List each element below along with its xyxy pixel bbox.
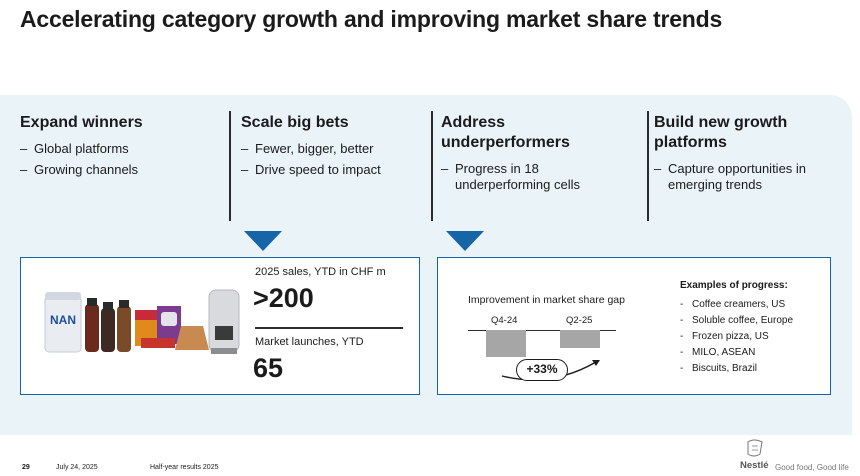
underperformers-box: Improvement in market share gap Q4-24 Q2… (437, 257, 831, 395)
arrow-down-icon (446, 231, 484, 251)
list-item: - Soluble coffee, Europe (680, 315, 794, 326)
big-bets-box: NAN 2025 sales, YTD in CHF m >200 Market… (20, 257, 420, 395)
list-item: - Biscuits, Brazil (680, 363, 758, 374)
tick-label-q2-25: Q2-25 (566, 315, 593, 326)
column-heading: Address underperformers (441, 114, 570, 151)
list-item: - Coffee creamers, US (680, 299, 786, 310)
column-build-new-growth: Build new growth platforms – Capture oppo… (654, 113, 834, 198)
page-title: Accelerating category growth and improvi… (20, 6, 723, 32)
bar-q2-25 (560, 330, 600, 348)
column-heading: Build new growth platforms (654, 114, 788, 151)
tick-label-q4-24: Q4-24 (491, 315, 518, 326)
list-item: - Frozen pizza, US (680, 331, 769, 342)
list-item: - MILO, ASEAN (680, 347, 756, 358)
chart-baseline (468, 330, 616, 331)
list-item: – Fewer, bigger, better (241, 141, 374, 156)
strategy-panel: Expand winners – Global platforms – Growin… (0, 95, 852, 435)
arrow-down-icon (244, 231, 282, 251)
list-item: – Global platforms (20, 141, 129, 156)
column-scale-big-bets: Scale big bets – Fewer, bigger, better – D… (241, 113, 421, 183)
launches-label: Market launches, YTD (255, 336, 364, 348)
list-item: – Capture opportunities in emerging trend… (654, 161, 807, 192)
launches-value: 65 (253, 353, 284, 383)
column-divider (229, 111, 231, 221)
footer-date: July 24, 2025 (56, 464, 98, 471)
examples-list: - Coffee creamers, US - Soluble coffee, Eu… (680, 297, 793, 377)
column-address-underperformers: Address underperformers – Progress in 18 … (441, 113, 631, 198)
nan-logo-text: NAN (50, 313, 76, 327)
sales-value: >200 (253, 283, 314, 313)
page-number: 29 (22, 464, 30, 471)
chart-title: Improvement in market share gap (468, 294, 625, 306)
footer-document-title: Half-year results 2025 (150, 464, 219, 471)
change-badge: +33% (516, 359, 568, 381)
list-item: – Drive speed to impact (241, 162, 381, 177)
column-divider (431, 111, 433, 221)
column-divider (647, 111, 649, 221)
divider (255, 327, 403, 329)
examples-title: Examples of progress: (680, 280, 788, 291)
list-item: – Growing channels (20, 162, 139, 177)
bar-q4-24 (486, 330, 526, 357)
nestle-logo: Nestlé (740, 439, 769, 471)
sales-label: 2025 sales, YTD in CHF m (255, 266, 386, 278)
column-heading: Expand winners (20, 114, 143, 131)
column-heading: Scale big bets (241, 114, 349, 131)
column-expand-winners: Expand winners – Global platforms – Growin… (20, 113, 220, 183)
product-images: NAN (44, 289, 240, 354)
brand-logo-text: Nestlé (740, 460, 769, 471)
brand-tagline: Good food, Good life (775, 463, 849, 472)
list-item: – Progress in 18 underperforming cells (441, 161, 581, 192)
